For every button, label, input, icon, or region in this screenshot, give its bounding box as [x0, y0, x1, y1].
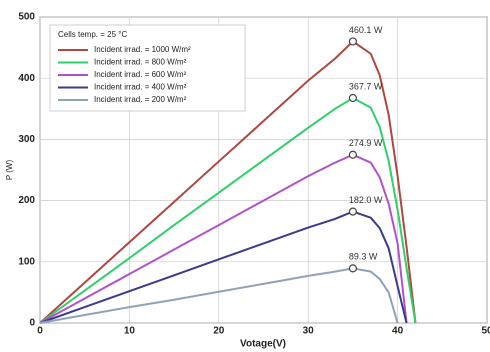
legend-title: Cells temp. = 25 °C [58, 30, 127, 39]
annotation: 274.9 W [349, 138, 383, 148]
x-tick-label: 10 [124, 326, 136, 337]
mpp-marker [348, 37, 357, 46]
legend-label: Incident irrad. = 800 W/m² [94, 58, 187, 67]
legend-label: Incident irrad. = 600 W/m² [94, 70, 187, 79]
series-line [39, 210, 408, 324]
series-line [39, 96, 417, 324]
annotation: 182.0 W [349, 195, 383, 205]
x-tick-label: 30 [303, 326, 315, 337]
y-axis-label: P (W) [5, 160, 14, 181]
x-axis-label: Votage(V) [240, 339, 286, 350]
y-tick-label: 200 [18, 195, 35, 206]
x-tick-label: 0 [37, 326, 43, 337]
annotation: 89.3 W [349, 252, 378, 262]
x-tick-label: 50 [481, 326, 490, 337]
y-tick-label: 300 [18, 134, 35, 145]
y-tick-label: 0 [29, 318, 35, 329]
mpp-marker [348, 264, 357, 273]
series-line [39, 267, 399, 324]
legend-label: Incident irrad. = 200 W/m² [94, 95, 187, 104]
y-tick-label: 400 [18, 73, 35, 84]
y-tick-label: 100 [18, 256, 35, 267]
y-tick-label: 500 [18, 12, 35, 23]
mpp-marker [348, 150, 357, 159]
mpp-marker [348, 207, 357, 216]
annotation: 460.1 W [349, 25, 383, 35]
x-tick-label: 20 [213, 326, 225, 337]
x-tick-label: 40 [392, 326, 404, 337]
series-line [39, 40, 417, 324]
series-line [39, 153, 408, 324]
legend-label: Incident irrad. = 400 W/m² [94, 83, 187, 92]
mpp-marker [348, 93, 357, 103]
annotation: 367.7 W [349, 81, 383, 91]
legend-label: Incident irrad. = 1000 W/m² [94, 45, 191, 54]
legend-box [49, 24, 246, 112]
